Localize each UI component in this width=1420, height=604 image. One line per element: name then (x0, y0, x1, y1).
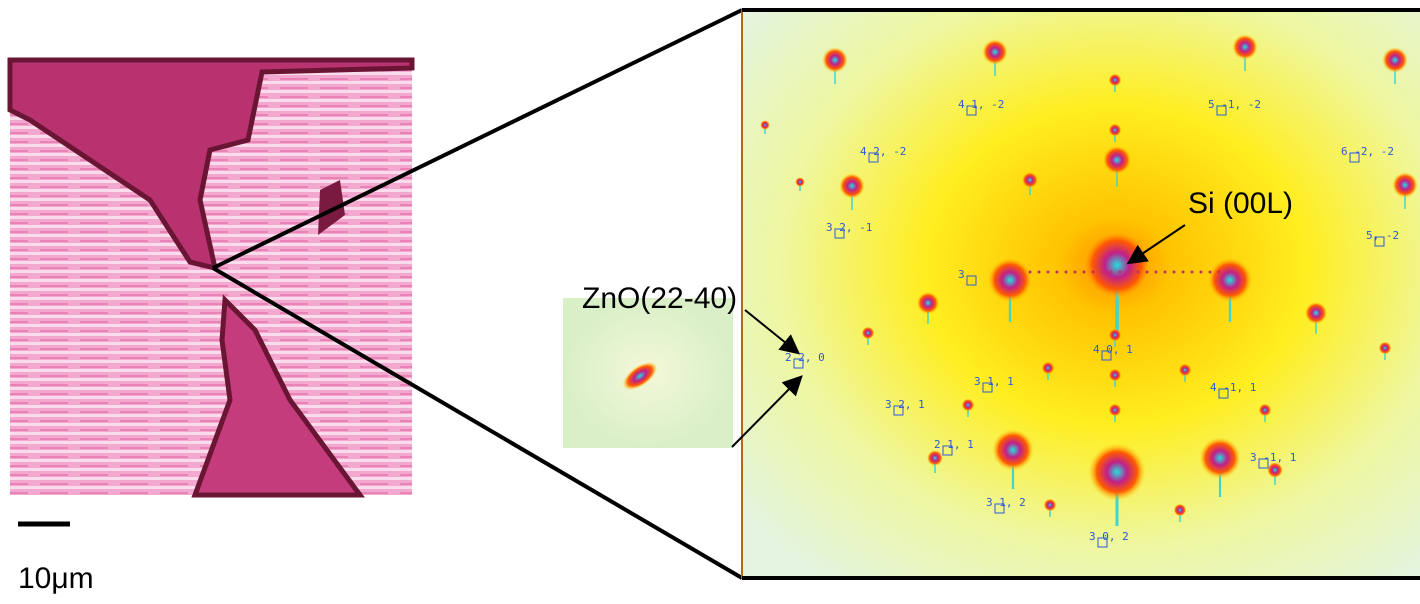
dot (1101, 271, 1104, 274)
dot (1029, 271, 1032, 274)
dot (1074, 271, 1077, 274)
spot (1088, 443, 1146, 501)
spot (1199, 437, 1241, 479)
spot (1109, 74, 1122, 87)
dot (1128, 271, 1131, 274)
spot (1267, 462, 1283, 478)
page: {"scale_bar": {"label": "10μm"}, "inset"… (0, 0, 1420, 599)
index-label: 4 -1, 1 (1210, 381, 1256, 394)
spot (1174, 504, 1187, 517)
dot (1137, 271, 1140, 274)
dot (1092, 271, 1095, 274)
index-label: 2 2, 0 (785, 351, 825, 364)
index-label: 3 1, 2 (986, 496, 1026, 509)
dot (1065, 271, 1068, 274)
index-label: 4 0, 1 (1093, 343, 1133, 356)
inset-label: ZnO(22-40) (582, 282, 737, 315)
spot (1305, 302, 1327, 324)
index-label: 3 2, 1 (885, 398, 925, 411)
dot (1173, 271, 1176, 274)
spot (1103, 146, 1132, 175)
index-label: 4 2, -2 (860, 145, 906, 158)
spot (1232, 34, 1258, 60)
scale-label: 10μm (18, 562, 94, 595)
spot (1022, 172, 1038, 188)
spot (795, 177, 805, 187)
dot (1164, 271, 1167, 274)
index-label: 6 -2, -2 (1341, 145, 1394, 158)
diffraction-image (742, 10, 1420, 578)
dot (1218, 271, 1221, 274)
index-label: 3 0, 2 (1089, 530, 1129, 543)
spot (1259, 404, 1272, 417)
index-label: 4 1, -2 (958, 98, 1004, 111)
spot (1044, 499, 1057, 512)
spot (982, 39, 1008, 65)
index-label: 3 (958, 268, 965, 281)
dot (1110, 271, 1113, 274)
spot (962, 399, 975, 412)
spot (839, 173, 865, 199)
spot (1382, 47, 1408, 73)
spot (1082, 230, 1152, 300)
spot (1179, 364, 1192, 377)
index-label: 5 -1, -2 (1208, 98, 1261, 111)
index-label: 3 -1, 1 (1250, 451, 1296, 464)
dot (1191, 271, 1194, 274)
figure: 10μm ZnO(22-40) Si (00L) 4 1, -2 5 -1, -2… (0, 0, 1420, 599)
spot (760, 120, 770, 130)
dot (1038, 271, 1041, 274)
index-label: 3 2, -1 (826, 221, 872, 234)
afm-image (10, 60, 412, 495)
spot (1109, 329, 1122, 342)
dot (1155, 271, 1158, 274)
index-label: 2 1, 1 (934, 438, 974, 451)
spot (1109, 369, 1122, 382)
dot (1056, 271, 1059, 274)
spot (988, 258, 1033, 303)
spot (1109, 124, 1122, 137)
dot (1182, 271, 1185, 274)
spot (992, 429, 1034, 471)
index-label: 3 1, 1 (974, 375, 1014, 388)
spot (927, 450, 943, 466)
spot (917, 292, 939, 314)
spot (862, 327, 875, 340)
spot (822, 47, 848, 73)
spot (1208, 258, 1253, 303)
spot (1392, 172, 1418, 198)
dot (1047, 271, 1050, 274)
dot (1083, 271, 1086, 274)
inset-image (563, 298, 733, 448)
spot (1042, 362, 1055, 375)
dot (1146, 271, 1149, 274)
si-label: Si (00L) (1188, 187, 1293, 220)
spot (1379, 342, 1392, 355)
dot (1119, 271, 1122, 274)
dot (1209, 271, 1212, 274)
spot (1109, 404, 1122, 417)
dot (1200, 271, 1203, 274)
index-label: 5, -2 (1366, 229, 1399, 242)
